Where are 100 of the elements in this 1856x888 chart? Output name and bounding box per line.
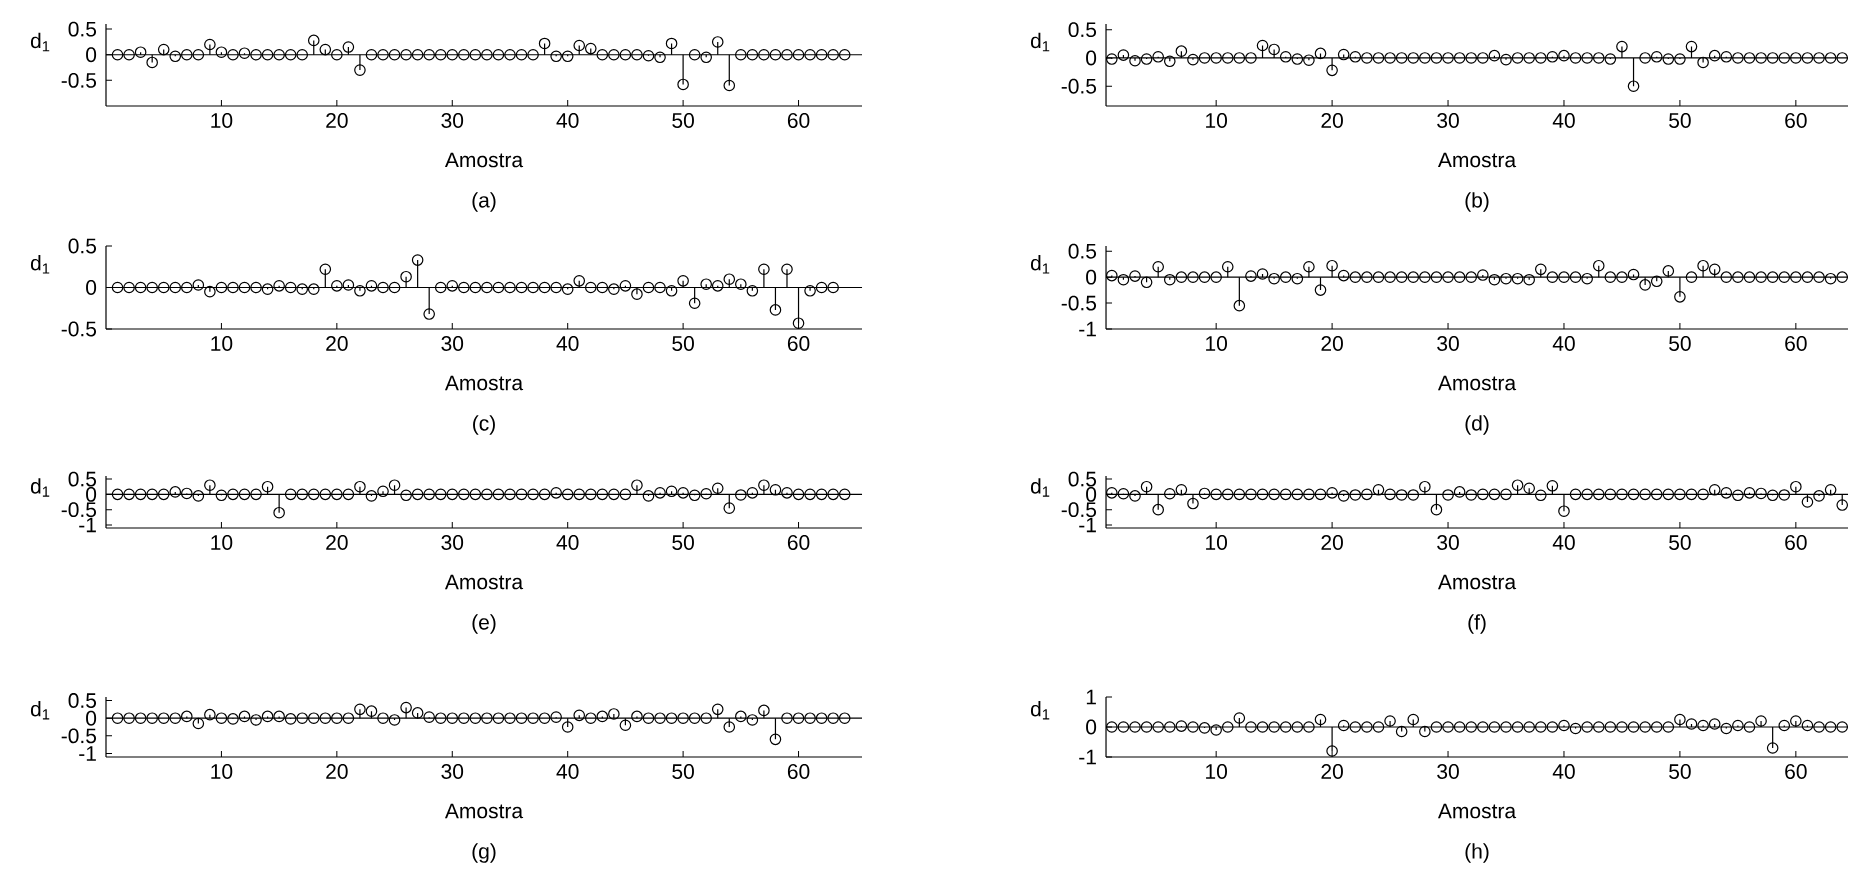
x-tick-label: 10 bbox=[211, 764, 233, 779]
x-tick-label: 10 bbox=[211, 113, 233, 128]
x-tick-label: 10 bbox=[1206, 764, 1228, 779]
x-axis-title: Amostra bbox=[444, 803, 524, 819]
x-axis-title: Amostra bbox=[444, 375, 524, 391]
y-tick-label: 0 bbox=[86, 710, 97, 726]
x-tick-label: 40 bbox=[1552, 535, 1575, 550]
x-tick-label: 50 bbox=[1669, 764, 1691, 779]
x-tick-label: 20 bbox=[1321, 336, 1343, 351]
x-tick-label: 30 bbox=[1437, 535, 1459, 550]
x-tick-label: 20 bbox=[1321, 535, 1343, 550]
x-tick-label: 20 bbox=[1321, 113, 1343, 128]
text: (c) bbox=[473, 415, 495, 435]
y-axis-title: d$_{1}$ bbox=[30, 255, 50, 274]
text: (h) bbox=[1465, 843, 1489, 863]
y-tick-label: -0.5 bbox=[61, 728, 97, 744]
x-tick-label: 30 bbox=[441, 764, 464, 779]
x-axis-title: Amostra bbox=[1437, 803, 1517, 819]
x-tick-label: 30 bbox=[441, 113, 464, 128]
x-tick-label: 20 bbox=[326, 535, 348, 550]
x-tick-label: 10 bbox=[1206, 113, 1228, 128]
y-tick-label: -0.5 bbox=[1061, 295, 1097, 311]
x-tick-label: 10 bbox=[1206, 535, 1228, 550]
y-tick-label: -0.5 bbox=[1061, 78, 1097, 94]
y-axis-title: d$_{1}$ bbox=[30, 700, 50, 720]
x-tick-label: 30 bbox=[441, 535, 464, 550]
y-tick-label: -0.5 bbox=[1061, 502, 1097, 518]
x-tick-label: 40 bbox=[556, 764, 579, 779]
x-tick-label: 30 bbox=[441, 336, 464, 351]
y-tick-label: 0 bbox=[86, 280, 97, 295]
y-tick-label: -1 bbox=[1079, 321, 1096, 337]
y-tick-label: 0.5 bbox=[1068, 22, 1097, 38]
y-tick-label: -1 bbox=[79, 517, 96, 533]
x-tick-label: 50 bbox=[672, 113, 694, 128]
x-axis-title: Amostra bbox=[444, 152, 524, 168]
x-tick-label: 40 bbox=[556, 113, 579, 128]
y-axis-title: d$_{1}$ bbox=[30, 478, 50, 497]
x-tick-label: 60 bbox=[787, 113, 810, 128]
x-axis-title: Amostra bbox=[1437, 574, 1517, 590]
y-tick-label: 1 bbox=[1086, 689, 1096, 705]
x-tick-label: 20 bbox=[326, 336, 348, 351]
x-tick-label: 60 bbox=[1785, 113, 1807, 128]
x-tick-label: 30 bbox=[1437, 113, 1459, 128]
y-tick-label: -1 bbox=[1079, 749, 1096, 765]
y-tick-label: 0 bbox=[86, 486, 97, 502]
x-tick-label: 50 bbox=[1669, 336, 1691, 351]
x-tick-label: 50 bbox=[1669, 113, 1691, 128]
y-tick-label: 0 bbox=[1086, 486, 1097, 502]
y-tick-label: -1 bbox=[79, 746, 96, 761]
x-tick-label: 20 bbox=[326, 113, 348, 128]
x-tick-label: 10 bbox=[1206, 336, 1228, 351]
x-axis-title: Amostra bbox=[1437, 375, 1517, 391]
x-tick-label: 40 bbox=[556, 336, 579, 351]
x-tick-label: 20 bbox=[326, 764, 348, 779]
x-axis-title: Amostra bbox=[1437, 152, 1517, 168]
y-tick-label: 0.5 bbox=[1068, 243, 1097, 259]
x-tick-label: 30 bbox=[1437, 336, 1459, 351]
x-axis-title: Amostra bbox=[444, 574, 524, 590]
y-tick-label: 0 bbox=[1086, 50, 1097, 66]
y-axis-title: d$_{1}$ bbox=[1030, 700, 1050, 720]
text: (f) bbox=[1468, 614, 1486, 634]
x-tick-label: 60 bbox=[787, 764, 810, 779]
text: (g) bbox=[472, 843, 496, 863]
y-tick-label: 0 bbox=[1086, 269, 1097, 285]
y-tick-label: -0.5 bbox=[61, 72, 97, 88]
x-tick-label: 60 bbox=[1785, 336, 1807, 351]
y-axis-title: d$_{1}$ bbox=[30, 32, 50, 52]
text: (e) bbox=[472, 614, 496, 634]
text: (d) bbox=[1465, 415, 1489, 435]
y-tick-label: -0.5 bbox=[61, 502, 97, 518]
y-tick-label: 0.5 bbox=[68, 471, 97, 487]
y-axis-title: d$_{1}$ bbox=[1030, 255, 1050, 274]
y-tick-label: 0.5 bbox=[68, 21, 97, 37]
y-tick-label: -1 bbox=[1079, 517, 1096, 533]
x-tick-label: 40 bbox=[556, 535, 579, 550]
text: (b) bbox=[1465, 192, 1489, 212]
x-tick-label: 10 bbox=[211, 336, 233, 351]
y-tick-label: 0.5 bbox=[68, 238, 97, 254]
x-tick-label: 50 bbox=[672, 336, 694, 351]
x-tick-label: 60 bbox=[1785, 764, 1807, 779]
y-axis-title: d$_{1}$ bbox=[1030, 478, 1050, 497]
y-tick-label: 0 bbox=[86, 47, 97, 63]
y-axis-title: d$_{1}$ bbox=[1030, 32, 1050, 52]
x-tick-label: 10 bbox=[211, 535, 233, 550]
x-tick-label: 40 bbox=[1552, 336, 1575, 351]
x-tick-label: 60 bbox=[1785, 535, 1807, 550]
x-tick-label: 40 bbox=[1552, 764, 1575, 779]
x-tick-label: 40 bbox=[1552, 113, 1575, 128]
x-tick-label: 50 bbox=[672, 764, 694, 779]
x-tick-label: 60 bbox=[787, 336, 810, 351]
x-tick-label: 30 bbox=[1437, 764, 1459, 779]
y-tick-label: 0.5 bbox=[68, 693, 97, 708]
y-tick-label: 0.5 bbox=[1068, 471, 1097, 487]
x-tick-label: 50 bbox=[672, 535, 694, 550]
x-tick-label: 50 bbox=[1669, 535, 1691, 550]
text: (a) bbox=[472, 192, 496, 212]
x-tick-label: 20 bbox=[1321, 764, 1343, 779]
y-tick-label: -0.5 bbox=[61, 321, 97, 337]
x-tick-label: 60 bbox=[787, 535, 810, 550]
y-tick-label: 0 bbox=[1086, 719, 1097, 735]
